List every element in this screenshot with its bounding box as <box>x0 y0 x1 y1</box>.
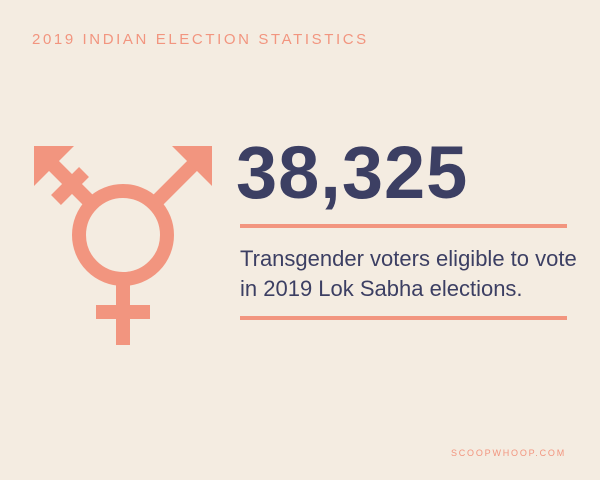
infographic-title: 2019 INDIAN ELECTION STATISTICS <box>32 31 369 48</box>
stat-value: 38,325 <box>236 131 469 214</box>
divider-bottom <box>240 316 567 320</box>
transgender-symbol-icon <box>34 146 212 345</box>
stat-description: Transgender voters eligible to vote in 2… <box>240 246 577 301</box>
divider-top <box>240 224 567 228</box>
source-credit: SCOOPWHOOP.COM <box>450 448 566 458</box>
